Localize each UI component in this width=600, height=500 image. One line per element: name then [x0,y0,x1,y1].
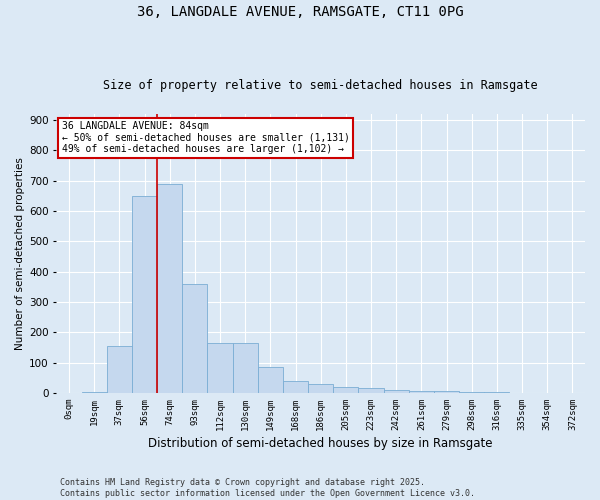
Bar [334,387,358,393]
Text: 36, LANGDALE AVENUE, RAMSGATE, CT11 0PG: 36, LANGDALE AVENUE, RAMSGATE, CT11 0PG [137,5,463,19]
Bar [409,390,434,393]
Bar [208,343,233,393]
Title: Size of property relative to semi-detached houses in Ramsgate: Size of property relative to semi-detach… [103,79,538,92]
Text: Contains HM Land Registry data © Crown copyright and database right 2025.
Contai: Contains HM Land Registry data © Crown c… [60,478,475,498]
Y-axis label: Number of semi-detached properties: Number of semi-detached properties [15,157,25,350]
Bar [182,284,208,393]
X-axis label: Distribution of semi-detached houses by size in Ramsgate: Distribution of semi-detached houses by … [148,437,493,450]
Bar [434,392,459,393]
Bar [157,184,182,393]
Bar [358,388,383,393]
Bar [132,196,157,393]
Bar [459,392,484,393]
Bar [233,343,258,393]
Bar [484,392,509,393]
Bar [283,381,308,393]
Text: 36 LANGDALE AVENUE: 84sqm
← 50% of semi-detached houses are smaller (1,131)
49% : 36 LANGDALE AVENUE: 84sqm ← 50% of semi-… [62,121,350,154]
Bar [383,390,409,393]
Bar [308,384,334,393]
Bar [82,392,107,393]
Bar [258,367,283,393]
Bar [107,346,132,393]
